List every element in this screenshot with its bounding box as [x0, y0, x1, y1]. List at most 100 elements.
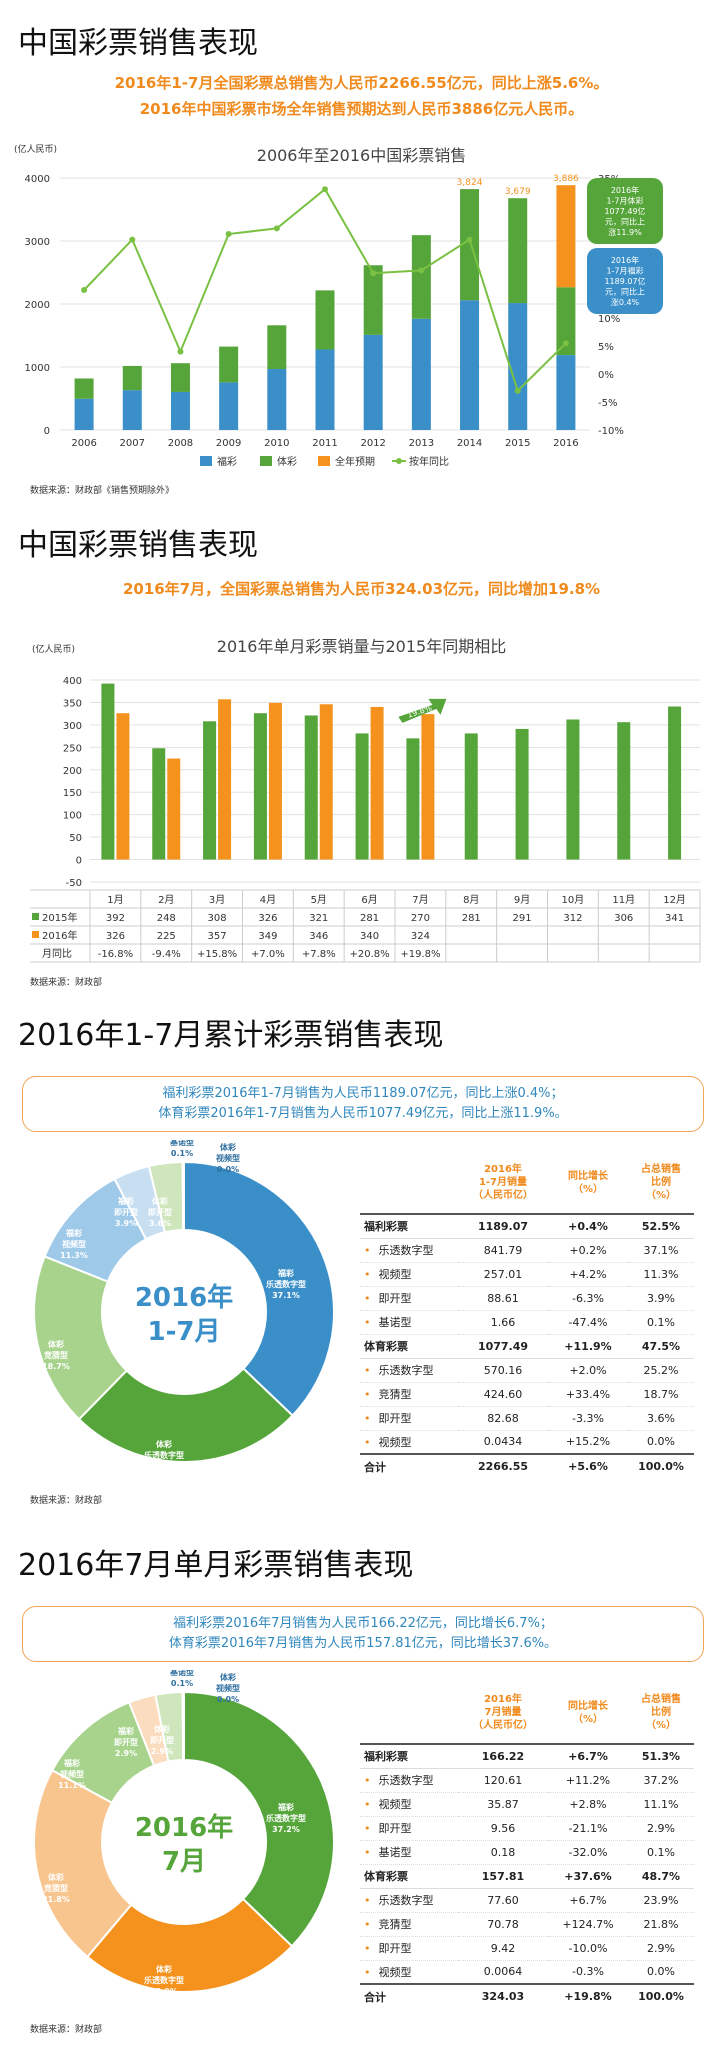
bullet-icon: •	[364, 1412, 371, 1425]
bullet-icon: •	[364, 1316, 371, 1329]
callout-text: 1-7月福彩	[606, 266, 643, 276]
table-cell: 340	[360, 931, 379, 942]
legend-swatch	[200, 456, 212, 466]
bar-ticai	[411, 235, 431, 319]
donut-center-period: 7月	[162, 1847, 206, 1877]
table-cell: 2.9%	[628, 1936, 694, 1961]
table-cell: 88.61	[458, 1286, 548, 1311]
bar-ticai	[556, 287, 576, 356]
bar-ticai	[508, 198, 528, 304]
table-cell: +37.6%	[548, 1864, 628, 1889]
callout-text: 元，同比上	[605, 217, 645, 227]
slice-label: 体彩	[154, 1724, 170, 1734]
row-label: • 视频型	[360, 1430, 458, 1455]
y-axis-label: (亿人民币)	[32, 643, 75, 655]
slice-label: 乐透数字型	[266, 1813, 306, 1823]
table-cell: 324	[411, 931, 430, 942]
yoy-point	[225, 231, 232, 237]
table-row: • 乐透数字型 120.61 +11.2% 37.2%	[360, 1768, 694, 1793]
slice-label: 3.6%	[149, 1219, 171, 1228]
table-row: • 竞猜型 70.78 +124.7% 21.8%	[360, 1912, 694, 1937]
bar-fucai	[170, 391, 190, 430]
section3-note-1: 福利彩票2016年1-7月销售为人民币1189.07亿元，同比上涨0.4%；	[162, 1086, 564, 1101]
table-cell: 82.68	[458, 1406, 548, 1431]
slice-label: 福彩	[63, 1758, 80, 1768]
donut-center-year: 2016年	[135, 1282, 233, 1313]
bar-fucai	[219, 382, 239, 430]
table-cell: +0.2%	[548, 1238, 628, 1263]
donut-slice	[86, 1897, 294, 1993]
bar-2016	[370, 706, 384, 860]
y-tick-label: 400	[63, 676, 82, 687]
slice-label: 福彩	[65, 1228, 82, 1238]
slice-label: 0.0%	[217, 1695, 239, 1704]
table-header-cell: 2016年 1-7月销量 （人民币亿）	[458, 1152, 548, 1215]
table-cell: -21.1%	[548, 1816, 628, 1841]
slice-label: 11.1%	[58, 1781, 86, 1790]
row-label: 合计	[360, 1983, 458, 2008]
table-row: 福利彩票 166.22 +6.7% 51.3%	[360, 1744, 694, 1769]
bar-ticai	[460, 189, 480, 301]
bar-ticai	[170, 363, 190, 392]
table-cell: +11.2%	[548, 1768, 628, 1793]
x-tick-label: 2014	[457, 438, 482, 449]
y-tick-label: 3000	[25, 237, 50, 248]
bullet-icon: •	[364, 1774, 371, 1787]
table-cell: 570.16	[458, 1358, 548, 1383]
callout-text: 1-7月体彩	[606, 196, 643, 206]
bar-2015	[203, 721, 217, 860]
bullet-icon: •	[364, 1918, 371, 1931]
slice-label: 即开型	[150, 1735, 174, 1745]
cumulative-donut-chart: 福彩乐透数字型37.1%体彩乐透数字型25.2%体彩竞猜型18.7%福彩视频型1…	[33, 1140, 335, 1471]
y-tick-label: -50	[66, 878, 82, 889]
table-cell: 52.5%	[628, 1214, 694, 1239]
table-cell: 306	[614, 913, 633, 924]
section4-source: 数据来源：财政部	[30, 2025, 103, 2035]
y-tick-label: 0	[76, 856, 82, 867]
section2-headline: 2016年7月，全国彩票总销售为人民币324.03亿元，同比增加19.8%	[122, 580, 601, 598]
table-cell: 47.5%	[628, 1334, 694, 1359]
x-tick-label: 2月	[158, 894, 174, 906]
y-axis-label: (亿人民币)	[14, 143, 57, 155]
section4-note-2: 体育彩票2016年7月销售为人民币157.81亿元，同比增长37.6%。	[168, 1636, 558, 1651]
table-cell: 25.2%	[628, 1358, 694, 1383]
slice-label: 0.1%	[171, 1679, 193, 1688]
bar-2016	[167, 758, 181, 860]
slice-label: 视频型	[216, 1683, 240, 1693]
y-tick-label: 350	[63, 698, 82, 709]
table-cell: 281	[462, 913, 481, 924]
bar-2015	[464, 733, 478, 860]
row-label: • 即开型	[360, 1406, 458, 1431]
slice-label: 即开型	[114, 1737, 138, 1747]
table-cell: 349	[258, 931, 277, 942]
x-tick-label: 3月	[209, 894, 225, 906]
x-tick-label: 2006	[71, 438, 96, 449]
x-tick-label: 2010	[264, 438, 289, 449]
x-tick-label: 6月	[361, 894, 377, 906]
table-cell: 11.3%	[628, 1262, 694, 1287]
bar-fucai	[267, 369, 287, 430]
slice-label: 0.1%	[171, 1149, 193, 1158]
row-label: • 乐透数字型	[360, 1238, 458, 1263]
slice-label: 乐透数字型	[144, 1450, 184, 1460]
table-cell: +0.4%	[548, 1214, 628, 1239]
y-tick-label: 50	[69, 833, 82, 844]
row-label: • 即开型	[360, 1936, 458, 1961]
table-cell: -16.8%	[98, 949, 133, 960]
slice-label: 竞猜型	[43, 1350, 68, 1360]
table-cell: 70.78	[458, 1912, 548, 1937]
table-row: • 乐透数字型 570.16 +2.0% 25.2%	[360, 1358, 694, 1383]
table-header-row: 2016年 1-7月销量 （人民币亿） 同比增长 （%） 占总销售 比例 （%）	[360, 1152, 694, 1215]
table-cell: +7.8%	[302, 949, 336, 960]
table-header-cell: 2016年 7月销量 （人民币亿）	[458, 1682, 548, 1745]
row-label: 合计	[360, 1453, 458, 1478]
section3-note-2: 体育彩票2016年1-7月销售为人民币1077.49亿元，同比上涨11.9%。	[158, 1106, 568, 1121]
table-row: • 乐透数字型 77.60 +6.7% 23.9%	[360, 1888, 694, 1913]
table-cell: 248	[157, 913, 176, 924]
x-tick-label: 2008	[168, 438, 193, 449]
table-cell: 257.01	[458, 1262, 548, 1287]
row-label: 体育彩票	[360, 1334, 458, 1359]
bar-2016	[218, 699, 232, 860]
x-tick-label: 2011	[312, 438, 337, 449]
bar-2015	[566, 719, 580, 860]
